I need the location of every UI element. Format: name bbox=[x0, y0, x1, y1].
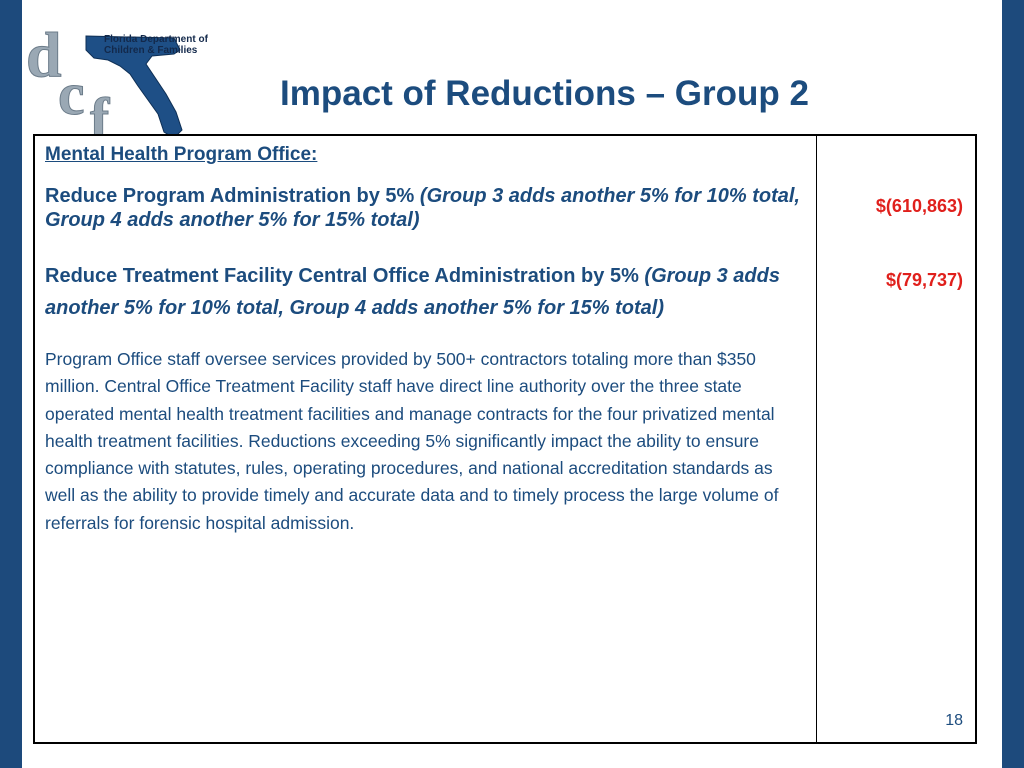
description-paragraph: Program Office staff oversee services pr… bbox=[45, 349, 779, 533]
slide: d c f Florida Department of Children & F… bbox=[22, 0, 1002, 768]
svg-text:d: d bbox=[26, 19, 62, 90]
table-left-column: Mental Health Program Office: Reduce Pro… bbox=[35, 136, 817, 742]
svg-text:c: c bbox=[58, 61, 85, 127]
slide-title: Impact of Reductions – Group 2 bbox=[280, 74, 809, 113]
reduction-item-2: Reduce Treatment Facility Central Office… bbox=[45, 260, 806, 324]
dcf-logo: d c f Florida Department of Children & F… bbox=[24, 14, 214, 152]
page-number: 18 bbox=[945, 712, 963, 729]
reduction-item-1-note: (Group 3 adds another 5% for 10% total, … bbox=[45, 185, 800, 231]
reduction-amount-1: $(610,863) bbox=[875, 196, 963, 216]
reduction-amount-2: $(79,737) bbox=[885, 270, 963, 290]
reduction-item-1-lead: Reduce Program Administration by 5% bbox=[45, 185, 420, 207]
logo-org-name: Florida Department of Children & Familie… bbox=[104, 34, 208, 56]
section-heading: Mental Health Program Office: bbox=[45, 144, 318, 165]
reductions-table: Mental Health Program Office: Reduce Pro… bbox=[33, 134, 977, 744]
table-right-column: $(610,863) $(79,737) 18 bbox=[817, 136, 975, 742]
reduction-item-2-note: (Group 3 adds another 5% for 10% total, … bbox=[45, 265, 780, 319]
logo-org-line1: Florida Department of bbox=[104, 34, 208, 45]
logo-org-line2: Children & Families bbox=[104, 45, 198, 56]
reduction-item-1: Reduce Program Administration by 5% (Gro… bbox=[45, 184, 806, 232]
reduction-item-2-lead: Reduce Treatment Facility Central Office… bbox=[45, 265, 645, 287]
